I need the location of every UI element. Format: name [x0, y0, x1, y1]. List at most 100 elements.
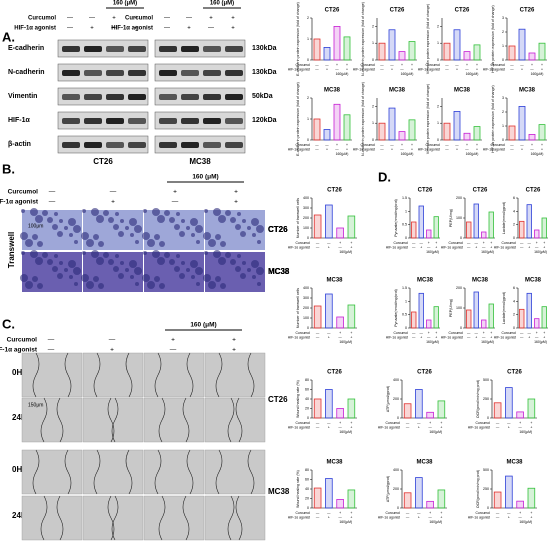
y-tick-label: 0: [437, 138, 439, 142]
chart-title: CT26: [507, 370, 522, 376]
cell: [64, 268, 68, 272]
treatment-sign: —: [455, 143, 459, 147]
cell: [69, 275, 73, 279]
dose: 160(μM): [531, 72, 544, 76]
bar: [313, 305, 322, 329]
treatment-sign: —: [390, 63, 394, 67]
treatment-sign: +: [541, 63, 543, 67]
bar: [516, 411, 524, 419]
treatment-sign: +: [339, 421, 341, 425]
treatment-sign: —: [445, 63, 449, 67]
treatment-sign: —: [89, 16, 95, 22]
treatment-name: HIF-1α agonist: [378, 425, 400, 429]
cell: [256, 267, 264, 275]
treatment-name: HIF-1α agonist: [441, 245, 463, 249]
scale: 100μm: [28, 223, 43, 229]
bar: [488, 303, 494, 329]
time-label: 0H: [12, 368, 22, 377]
y-tick-label: 60: [305, 477, 309, 481]
treatment-name: Curcumol: [125, 16, 153, 22]
cell: [54, 212, 58, 216]
y-tick-label: 100: [456, 306, 462, 310]
treatment-sign: +: [435, 245, 437, 249]
y-tick-label: 0: [502, 138, 504, 142]
y-tick-label: 3: [502, 96, 504, 100]
time-label: 24H: [12, 413, 27, 422]
treatment-sign: —: [338, 335, 342, 339]
cell: [235, 266, 241, 272]
treatment-sign: +: [483, 331, 485, 335]
treatment-sign: +: [326, 67, 328, 71]
treatment-sign: +: [440, 515, 442, 519]
treatment-name: Curcumol: [448, 241, 463, 245]
cell: [103, 252, 109, 258]
cell: [129, 218, 137, 226]
treatment-sign: +: [543, 241, 545, 245]
treatment-sign: —: [380, 147, 384, 151]
y-tick-label: 0: [397, 506, 399, 510]
treatment-sign: —: [445, 143, 449, 147]
treatment-sign: +: [171, 337, 175, 344]
treatment-sign: +: [543, 331, 545, 335]
treatment-sign: +: [530, 515, 532, 519]
row-label: CT26: [268, 225, 288, 234]
treatment-sign: +: [401, 143, 403, 147]
treatment-sign: +: [418, 515, 420, 519]
band: [159, 46, 177, 52]
treatment-sign: +: [435, 335, 437, 339]
treatment-name: Curcumol: [490, 63, 505, 67]
cell: [164, 210, 170, 216]
cell: [129, 260, 137, 268]
treatment-sign: —: [518, 515, 522, 519]
y-label: HIF-1α protein expression (fold of chang…: [491, 85, 495, 152]
y-tick-label: 4: [513, 299, 515, 303]
y-tick-label: 100: [303, 226, 309, 230]
y-label: Vimentin protein expression (fold of cha…: [426, 84, 430, 154]
bar: [343, 114, 351, 141]
dose: 160(μM): [534, 340, 547, 344]
cell: [152, 208, 160, 216]
treatment-sign: +: [536, 241, 538, 245]
dose: 160 (μM): [210, 1, 234, 7]
treatment-name: HIF-1α agonist: [483, 67, 505, 71]
cell: [195, 267, 203, 275]
chart-title: MC38: [326, 278, 343, 284]
chart-title: MC38: [519, 88, 536, 94]
cell: [225, 210, 231, 216]
treatment-sign: —: [412, 335, 416, 339]
treatment-sign: —: [482, 335, 486, 339]
treatment-sign: +: [536, 331, 538, 335]
treatment-name: HIF-1α agonist: [288, 425, 310, 429]
treatment-sign: +: [456, 147, 458, 151]
treatment-sign: —: [530, 67, 534, 71]
y-label: E-cadherin protein expression (fold of c…: [296, 2, 300, 76]
cell: [208, 281, 216, 289]
wound-edge: [186, 352, 194, 398]
y-tick-label: 500: [483, 378, 489, 382]
band: [62, 142, 80, 148]
y-tick-label: 0: [405, 236, 407, 240]
treatment-name: Curcumol: [360, 143, 375, 147]
dose: 160(μM): [519, 520, 532, 524]
band: [106, 70, 124, 76]
treatment-sign: +: [530, 421, 532, 425]
bar: [323, 129, 331, 141]
wound-image: [143, 352, 205, 398]
y-label: PEP(U/mg): [449, 299, 453, 317]
y-tick-label: 1: [307, 117, 309, 121]
cell: [134, 225, 142, 233]
bar: [488, 211, 494, 239]
cell: [120, 219, 124, 223]
cell: [159, 241, 165, 247]
treatment-name: Curcumol: [28, 16, 56, 22]
treatment-sign: —: [335, 147, 339, 151]
treatment-sign: +: [350, 241, 352, 245]
band: [106, 142, 124, 148]
cell: [203, 232, 211, 240]
chart-title: CT26: [390, 8, 405, 14]
treatment-sign: —: [420, 241, 424, 245]
cell: [157, 257, 165, 265]
treatment-name: Curcumol: [295, 241, 310, 245]
wound-edge: [125, 352, 133, 398]
treatment-sign: +: [456, 67, 458, 71]
